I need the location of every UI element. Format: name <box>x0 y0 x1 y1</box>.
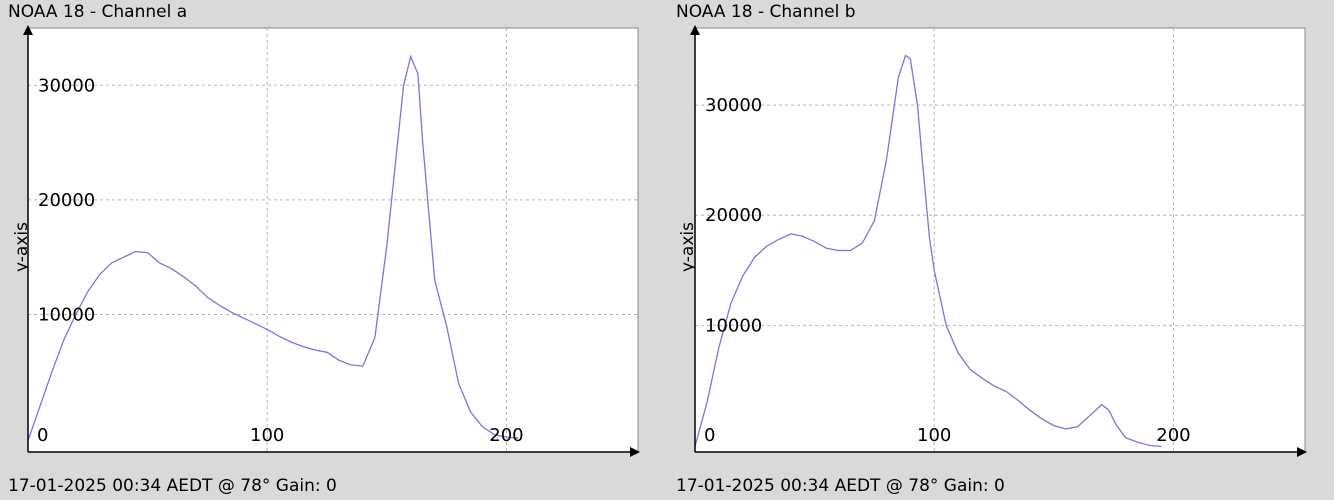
footer-status-channel-a: 17-01-2025 00:34 AEDT @ 78° Gain: 0 <box>8 476 337 496</box>
chart-channel-b: y-axis 0 100 200 10000 20000 30000 <box>678 25 1307 457</box>
x-axis-arrow <box>1297 447 1307 457</box>
y-tick-label: 30000 <box>38 75 95 96</box>
charts-canvas: y-axis 0 100 200 10000 20000 30000 y-axis 0 10… <box>12 25 1307 457</box>
y-tick-label: 10000 <box>38 304 95 325</box>
y-axis-arrow <box>23 25 33 35</box>
y-axis-arrow <box>690 25 700 35</box>
chart-channel-a: y-axis 0 100 200 10000 20000 30000 <box>12 25 640 457</box>
x-tick-label: 0 <box>704 425 715 446</box>
x-axis-arrow <box>630 447 640 457</box>
series-line <box>27 54 519 441</box>
y-tick-label: 20000 <box>38 190 95 211</box>
y-tick-label: 30000 <box>705 95 762 116</box>
x-tick-label: 100 <box>250 425 284 446</box>
series-line <box>694 54 1162 448</box>
footer-status-channel-b: 17-01-2025 00:34 AEDT @ 78° Gain: 0 <box>676 476 1005 496</box>
x-tick-label: 200 <box>489 425 523 446</box>
y-axis-label: y-axis <box>12 222 32 272</box>
y-axis-label: y-axis <box>678 222 698 272</box>
x-tick-label: 100 <box>917 425 951 446</box>
x-tick-label: 0 <box>37 425 48 446</box>
chart-title-channel-a: NOAA 18 - Channel a <box>8 2 188 22</box>
y-tick-label: 10000 <box>705 315 762 336</box>
plot-area <box>694 27 1306 453</box>
x-tick-label: 200 <box>1156 425 1190 446</box>
plot-area <box>27 27 639 453</box>
chart-title-channel-b: NOAA 18 - Channel b <box>676 2 856 22</box>
y-tick-label: 20000 <box>705 205 762 226</box>
